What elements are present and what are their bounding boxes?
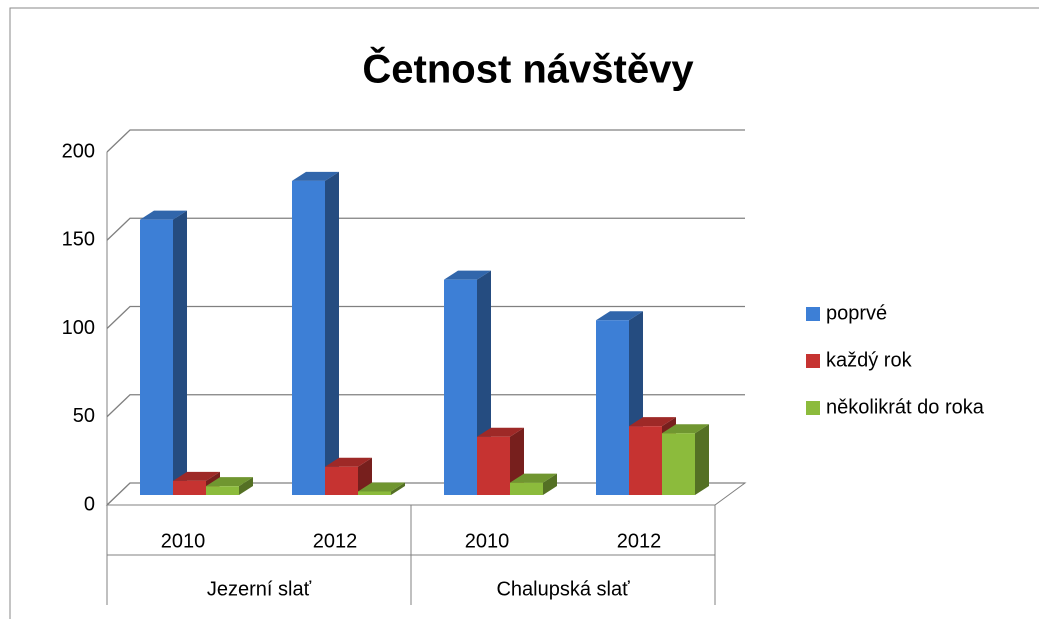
bar [596,320,629,495]
bar-side [391,482,405,495]
legend-swatch [806,401,820,415]
bar-top [173,471,220,481]
grid-line [106,129,745,153]
grid-line [106,305,745,329]
x-tick-label: 2010 [465,530,510,552]
bar [173,480,206,495]
y-tick-label: 0 [84,493,95,515]
bar-top [206,477,253,487]
bar-side [173,210,187,495]
bar [444,279,477,495]
bar-side [543,473,557,495]
bar-top [629,417,676,427]
bar-top [140,210,187,220]
legend-label: několikrát do roka [826,396,985,418]
bar-top [358,482,405,492]
y-tick-label: 150 [62,229,95,251]
bar-top [325,457,372,467]
y-tick-label: 200 [62,140,95,162]
bar-side [325,171,339,495]
bar-top [510,473,557,483]
x-tick-label: 2012 [313,530,358,552]
legend-label: poprvé [826,302,887,324]
bar-top [444,270,491,280]
chart-title: Četnost návštěvy [362,46,694,92]
bar-side [239,477,253,495]
bar [206,486,239,495]
bar-side [695,424,709,495]
group-label: Chalupská slať [496,578,630,600]
bar-top [292,171,339,181]
y-tick-label: 100 [62,317,95,339]
bar [325,466,358,495]
x-tick-label: 2010 [161,530,206,552]
bar [358,491,391,495]
legend-label: každý rok [826,349,913,371]
bar-top [596,311,643,321]
bar [292,180,325,495]
bar [477,436,510,495]
grid-line [106,217,745,241]
y-tick-label: 50 [73,405,95,427]
bar [510,482,543,495]
bar [662,433,695,495]
x-tick-label: 2012 [617,530,662,552]
bar-top [662,424,709,434]
legend-swatch [806,354,820,368]
group-label: Jezerní slať [207,578,312,600]
grid-line [106,394,745,418]
legend-swatch [806,307,820,321]
bar [140,219,173,495]
bar-top [477,427,524,437]
bar [629,426,662,495]
